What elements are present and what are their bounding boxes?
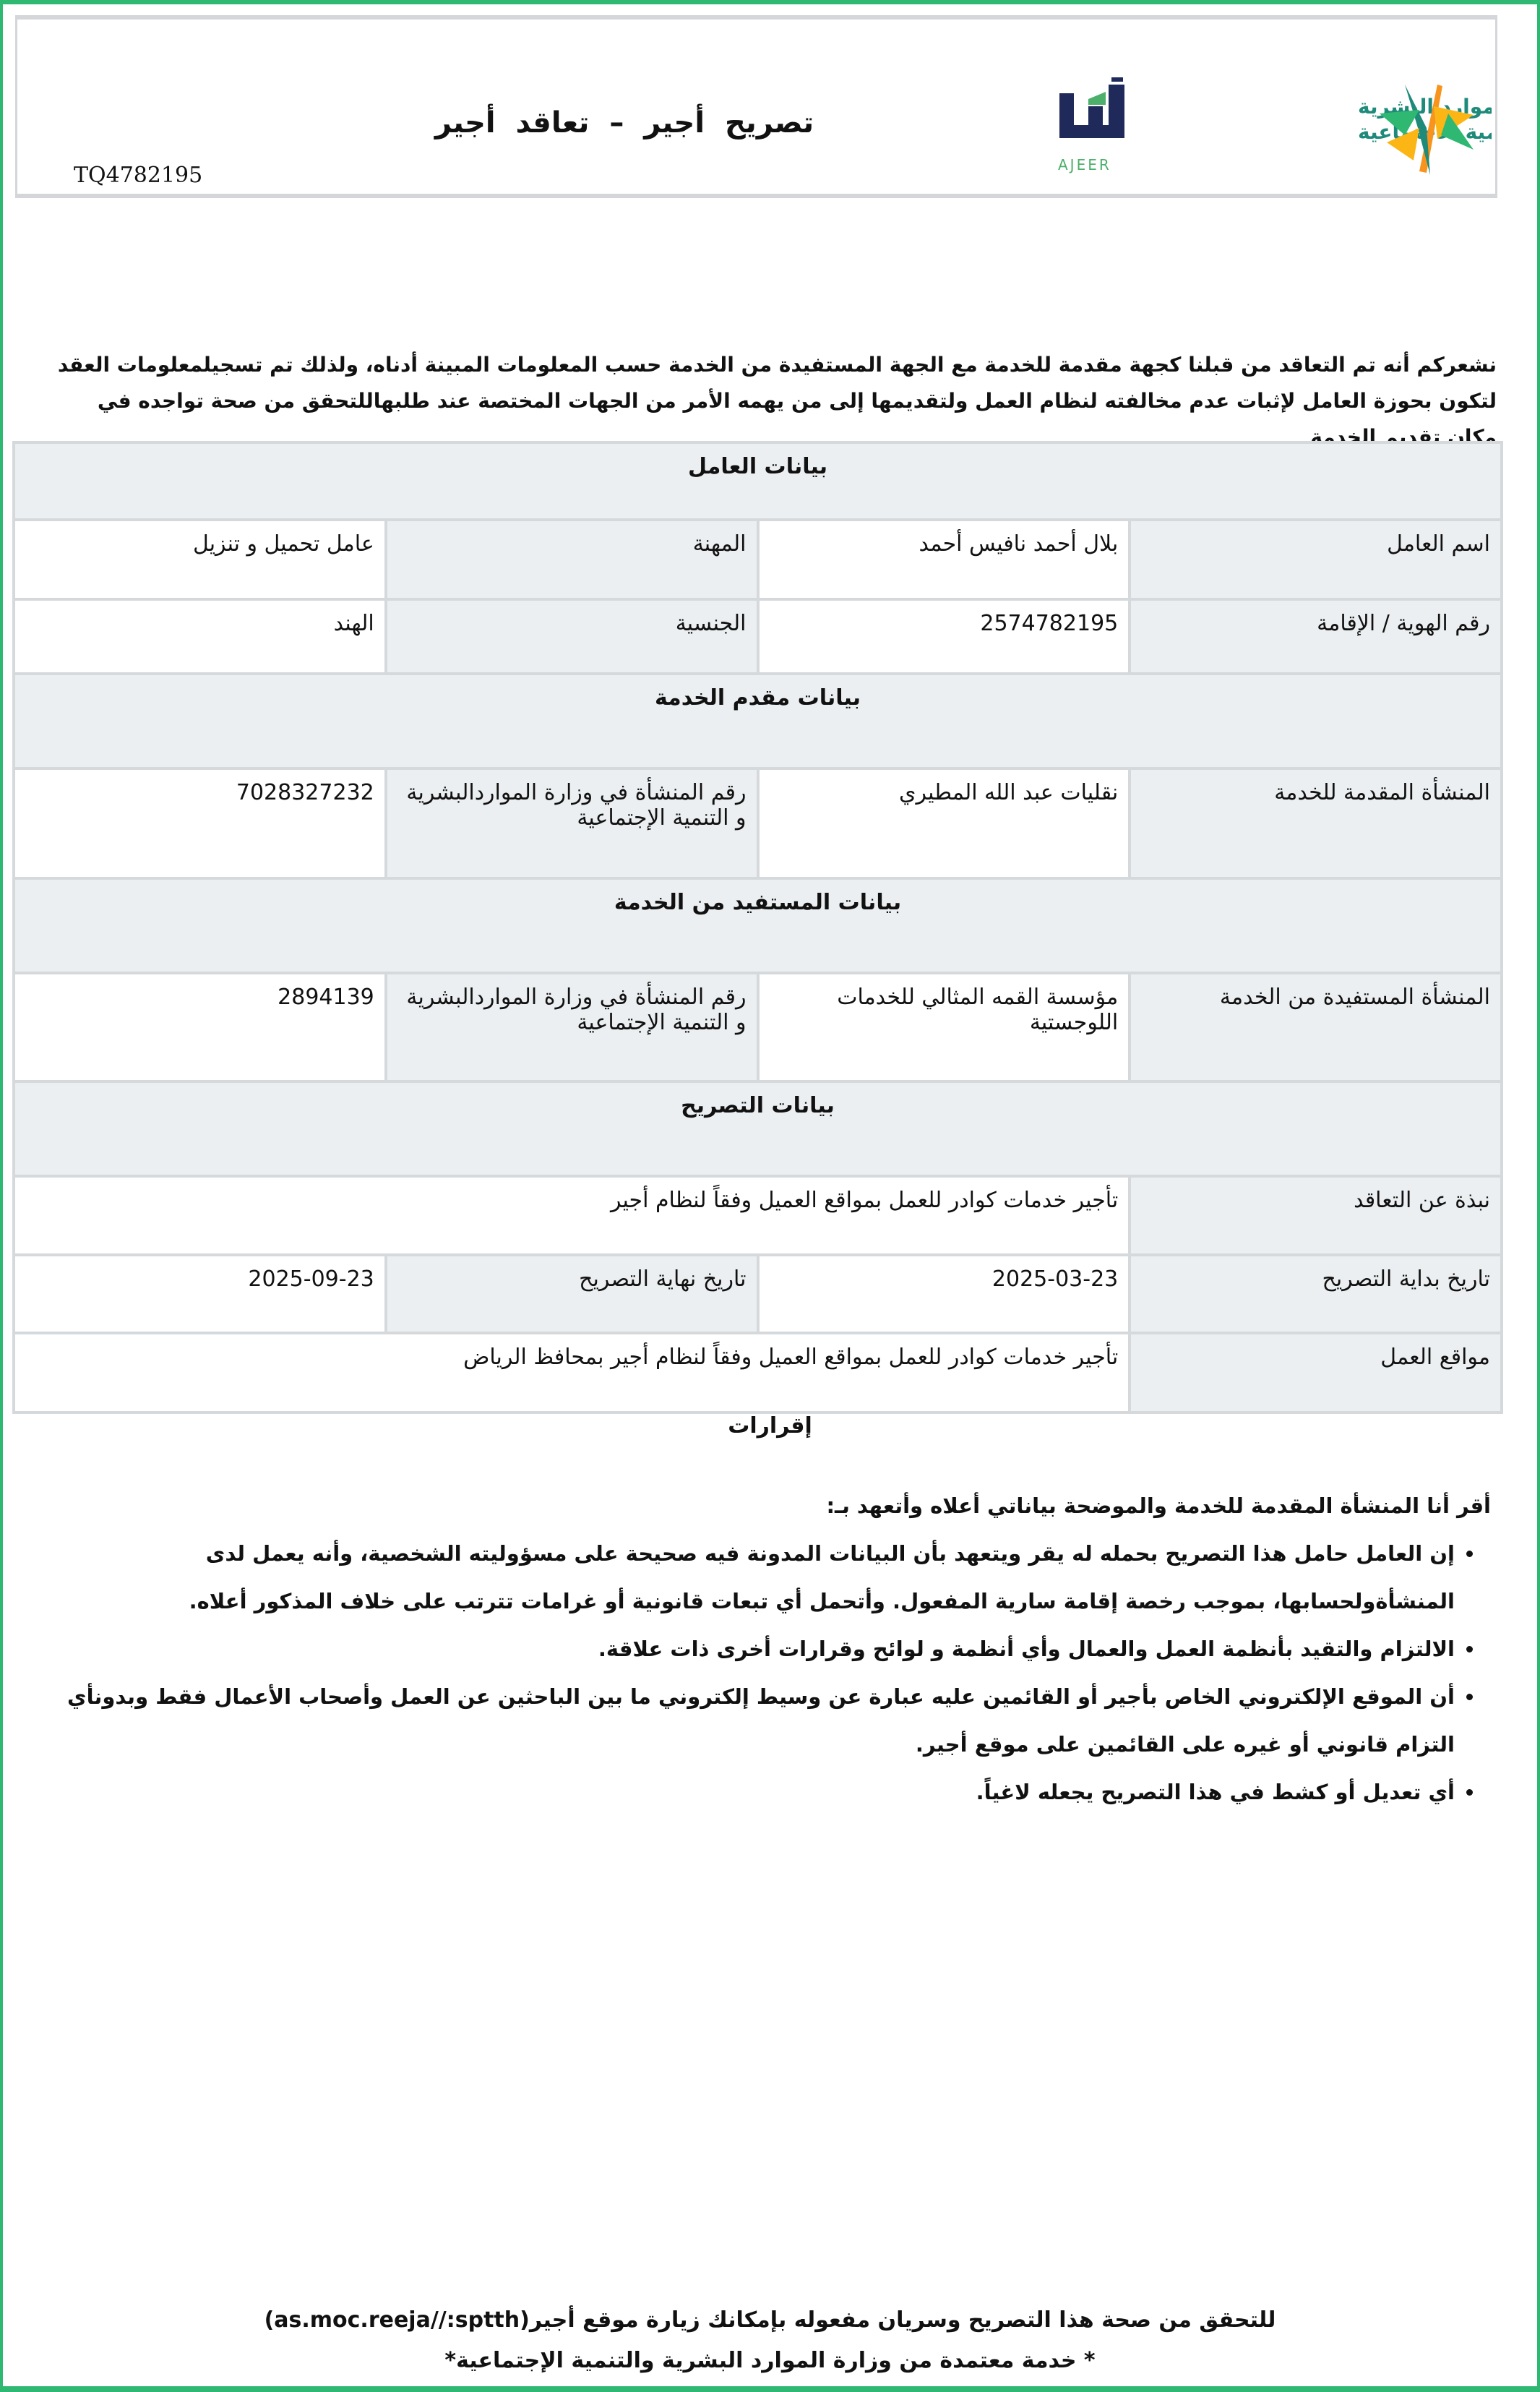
permit-table: بيانات العامل اسم العامل بلال أحمد نافيس… xyxy=(12,441,1503,1414)
beneficiary-num: 2894139 xyxy=(12,972,387,1083)
reference-number: TQ4782195 xyxy=(74,163,203,188)
certified-note: * خدمة معتمدة من وزارة الموارد البشرية و… xyxy=(444,2348,1096,2373)
declaration-item: الالتزام والتقيد بأنظمة العمل والعمال وأ… xyxy=(58,1625,1455,1673)
section-permit: بيانات التصريح xyxy=(12,1080,1503,1178)
declarations-title: إقرارات xyxy=(728,1413,812,1439)
about: تأجير خدمات كوادر للعمل بمواقع العميل وف… xyxy=(12,1175,1132,1256)
svg-text:AJEER: AJEER xyxy=(1058,156,1111,173)
declarations: أقر أنا المنشأة المقدمة للخدمة والموضحة … xyxy=(58,1482,1491,1816)
start-date: 2025-03-23 xyxy=(756,1253,1132,1334)
document-header: تصريح أجير – تعاقد أجير TQ4782195 AJEER … xyxy=(15,15,1497,198)
verify-line: للتحقق من صحة هذا التصريح وسريان مفعوله … xyxy=(0,2307,1540,2333)
start-date-label: تاريخ بداية التصريح xyxy=(1128,1253,1503,1334)
declarations-list: إن العامل حامل هذا التصريح بحمله له يقر … xyxy=(58,1530,1491,1816)
worker-name: بلال أحمد نافيس أحمد xyxy=(756,518,1132,601)
job-label: المهنة xyxy=(384,518,760,601)
id-label: رقم الهوية / الإقامة xyxy=(1128,598,1503,675)
nationality-label: الجنسية xyxy=(384,598,760,675)
work-sites-label: مواقع العمل xyxy=(1128,1332,1503,1414)
beneficiary-num-label: رقم المنشأة في وزارة المواردالبشرية و ال… xyxy=(384,972,760,1083)
section-provider: بيانات مقدم الخدمة xyxy=(12,672,1503,770)
end-date-label: تاريخ نهاية التصريح xyxy=(384,1253,760,1334)
verify-text: للتحقق من صحة هذا التصريح وسريان مفعوله … xyxy=(529,2307,1276,2333)
id-number: 2574782195 xyxy=(756,598,1132,675)
worker-name-label: اسم العامل xyxy=(1128,518,1503,601)
section-beneficiary: بيانات المستفيد من الخدمة xyxy=(12,877,1503,974)
intro-paragraph: نشعركم أنه تم التعاقد من قبلنا كجهة مقدم… xyxy=(57,353,1497,449)
job: عامل تحميل و تنزيل xyxy=(12,518,387,601)
beneficiary-org-label: المنشأة المستفيدة من الخدمة xyxy=(1128,972,1503,1083)
provider-num: 7028327232 xyxy=(12,767,387,880)
declaration-item: أن الموقع الإلكتروني الخاص بأجير أو القا… xyxy=(58,1673,1455,1768)
end-date: 2025-09-23 xyxy=(12,1253,387,1334)
beneficiary-org: مؤسسة القمه المثالي للخدمات اللوجستية xyxy=(756,972,1132,1083)
section-worker: بيانات العامل xyxy=(12,441,1503,521)
provider-org: نقليات عبد الله المطيري xyxy=(756,767,1132,880)
document-title: تصريح أجير – تعاقد أجير xyxy=(434,106,814,140)
work-sites: تأجير خدمات كوادر للعمل بمواقع العميل وف… xyxy=(12,1332,1132,1414)
ministry-logo: الموارد البشرية والتنمية الاجتماعية xyxy=(1358,85,1492,175)
provider-org-label: المنشأة المقدمة للخدمة xyxy=(1128,767,1503,880)
declarations-lead: أقر أنا المنشأة المقدمة للخدمة والموضحة … xyxy=(826,1493,1491,1518)
provider-num-label: رقم المنشأة في وزارة المواردالبشرية و ال… xyxy=(384,767,760,880)
ajeer-logo: AJEER xyxy=(1058,77,1124,173)
declaration-item: إن العامل حامل هذا التصريح بحمله له يقر … xyxy=(58,1530,1455,1625)
verify-url[interactable]: (as.moc.reeja//:sptth) xyxy=(264,2307,530,2333)
about-label: نبذة عن التعاقد xyxy=(1128,1175,1503,1256)
nationality: الهند xyxy=(12,598,387,675)
declaration-item: أي تعديل أو كشط في هذا التصريح يجعله لاغ… xyxy=(58,1768,1455,1816)
